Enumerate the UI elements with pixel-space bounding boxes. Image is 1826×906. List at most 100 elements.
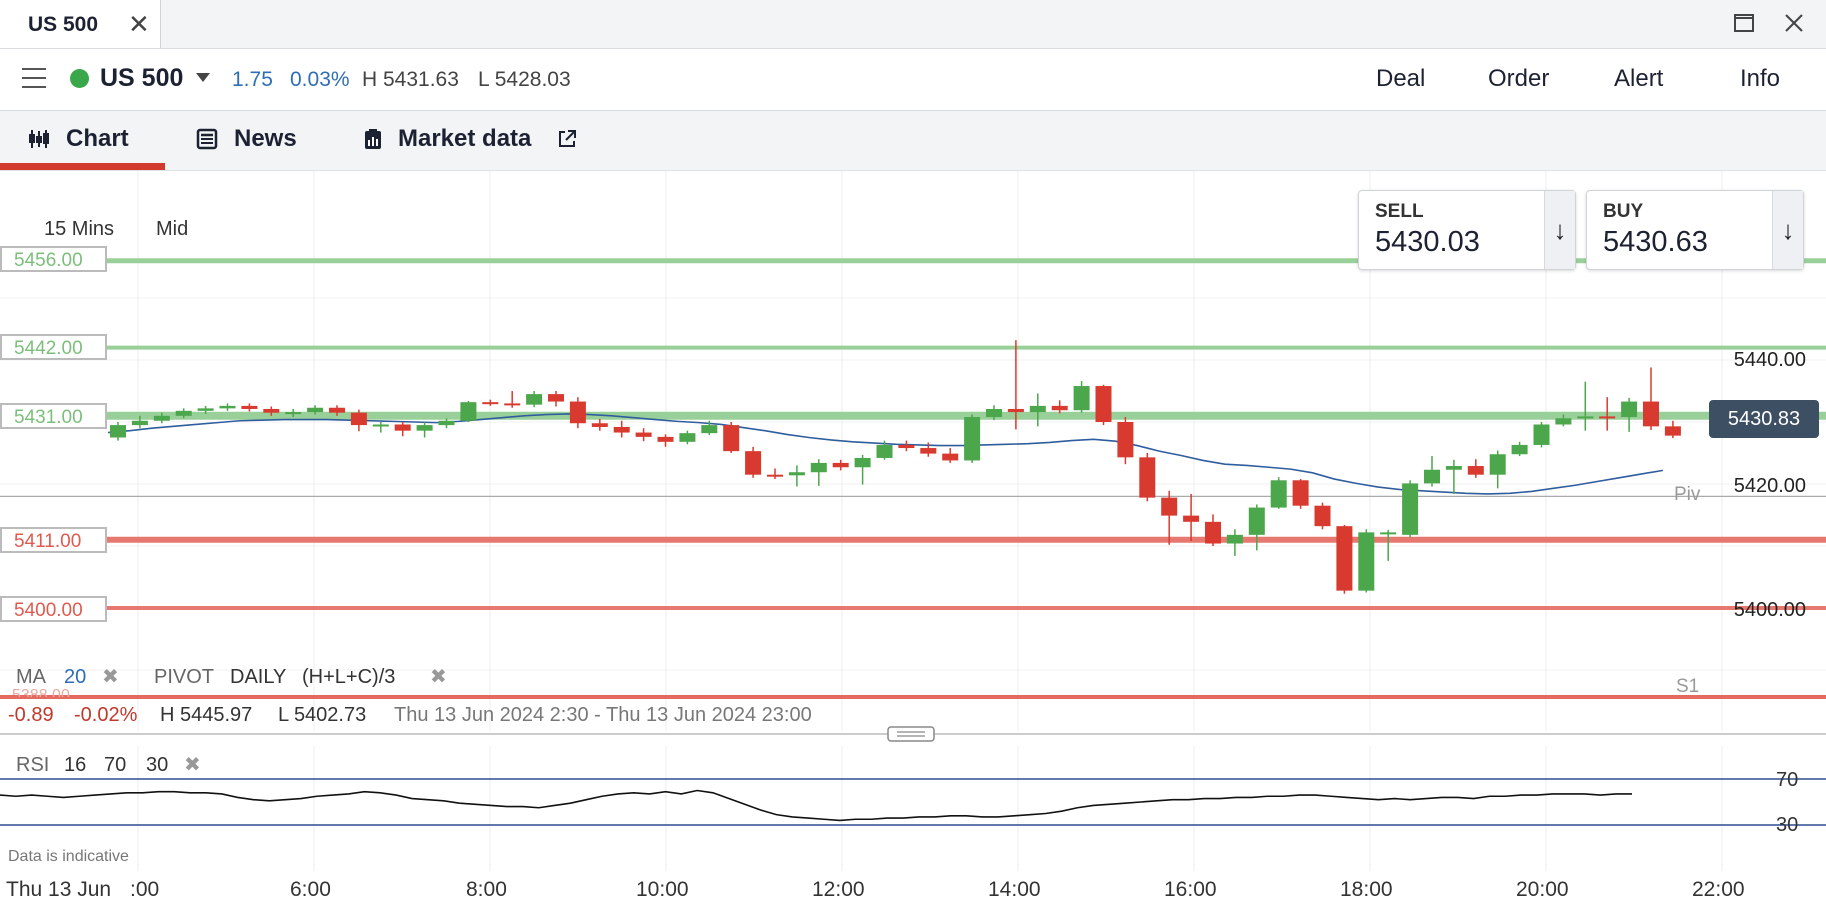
tab-market-data[interactable]: Market data bbox=[398, 125, 532, 152]
deal-menu[interactable]: Deal bbox=[1376, 65, 1426, 92]
price-type-selector[interactable]: Mid bbox=[150, 216, 195, 243]
candle-body bbox=[854, 457, 871, 468]
level-label-5400[interactable]: 5400.00 bbox=[0, 596, 107, 622]
info-menu[interactable]: Info bbox=[1740, 65, 1781, 92]
candle-body bbox=[131, 420, 148, 426]
candle-body bbox=[1161, 497, 1178, 516]
candle-body bbox=[1424, 469, 1440, 484]
title-bar: US 500 ✕ bbox=[0, 0, 1826, 49]
candle-body bbox=[1248, 507, 1265, 535]
candlestick-icon bbox=[29, 130, 49, 148]
change-percent: 0.03% bbox=[290, 68, 350, 91]
candle-body bbox=[460, 402, 477, 421]
candle-body bbox=[1117, 422, 1134, 458]
window-tab[interactable]: US 500 ✕ bbox=[0, 0, 161, 48]
x-tick: 6:00 bbox=[290, 878, 331, 901]
pivot-remove-icon[interactable]: ✖ bbox=[430, 666, 447, 688]
candle-body bbox=[876, 444, 893, 458]
instrument-dropdown-icon[interactable] bbox=[196, 73, 210, 82]
ma-remove-icon[interactable]: ✖ bbox=[102, 666, 119, 688]
candle-body bbox=[1489, 454, 1506, 475]
candle-body bbox=[679, 433, 696, 442]
candle-body bbox=[1467, 466, 1484, 475]
alert-menu[interactable]: Alert bbox=[1614, 65, 1664, 92]
candle-body bbox=[942, 453, 959, 461]
sell-price: 5430.03 bbox=[1375, 226, 1480, 258]
pivot-formula: (H+L+C)/3 bbox=[302, 666, 396, 688]
order-menu[interactable]: Order bbox=[1488, 65, 1550, 92]
candle-body bbox=[701, 425, 718, 434]
pivot-legend: PIVOT bbox=[154, 666, 215, 688]
candle-body bbox=[1599, 416, 1616, 419]
level-label-5431[interactable]: 5431.00 bbox=[0, 403, 107, 429]
buy-arrow-icon[interactable]: ↓ bbox=[1772, 191, 1803, 269]
rsi-axis-30: 30 bbox=[1776, 814, 1799, 836]
tab-chart[interactable]: Chart bbox=[66, 125, 129, 152]
ma-legend: MA bbox=[16, 666, 46, 688]
summary-change: -0.89 bbox=[8, 704, 54, 726]
summary-high: H 5445.97 bbox=[160, 704, 253, 726]
candle-body bbox=[1073, 386, 1090, 411]
price-chart[interactable] bbox=[0, 171, 1826, 906]
candle-body bbox=[1402, 483, 1419, 535]
level-label-5442[interactable]: 5442.00 bbox=[0, 334, 107, 360]
candle-body bbox=[1380, 532, 1397, 535]
x-tick: 20:00 bbox=[1516, 878, 1569, 901]
candle-body bbox=[1577, 416, 1594, 419]
candle-body bbox=[416, 425, 433, 431]
pivot-label: Piv bbox=[1674, 484, 1701, 505]
candle-body bbox=[1183, 515, 1200, 522]
instrument-name[interactable]: US 500 bbox=[100, 64, 184, 92]
pivot-period: DAILY bbox=[230, 666, 287, 688]
candle-body bbox=[810, 462, 827, 473]
candle-body bbox=[986, 408, 1002, 418]
summary-change-pct: -0.02% bbox=[74, 704, 138, 726]
buy-price: 5430.63 bbox=[1603, 226, 1708, 258]
tab-news[interactable]: News bbox=[234, 125, 297, 152]
hamburger-menu-icon[interactable] bbox=[22, 68, 46, 88]
candle-body bbox=[591, 423, 608, 427]
x-tick: 10:00 bbox=[636, 878, 689, 901]
candle-body bbox=[1007, 408, 1024, 413]
candle-body bbox=[307, 407, 324, 413]
timeframe-selector[interactable]: 15 Mins bbox=[38, 216, 121, 243]
level-label-5411[interactable]: 5411.00 bbox=[0, 527, 107, 553]
maximize-icon[interactable] bbox=[1732, 11, 1756, 35]
candle-body bbox=[613, 426, 630, 433]
x-tick: 16:00 bbox=[1164, 878, 1217, 901]
candle-body bbox=[197, 408, 214, 411]
level-label-5456[interactable]: 5456.00 bbox=[0, 246, 107, 272]
rsi-period: 16 bbox=[64, 754, 87, 776]
close-window-icon[interactable] bbox=[1782, 11, 1806, 35]
x-axis-date: Thu 13 Jun bbox=[6, 878, 112, 901]
candle-body bbox=[526, 394, 543, 405]
candle-body bbox=[1205, 521, 1221, 544]
external-link-icon[interactable] bbox=[556, 128, 578, 150]
buy-box[interactable]: BUY 5430.63 ↓ bbox=[1586, 190, 1804, 270]
rsi-legend: RSI bbox=[16, 754, 50, 776]
candle-body bbox=[1358, 532, 1375, 591]
rsi-line bbox=[0, 789, 1632, 822]
candle-body bbox=[153, 415, 170, 421]
candle-body bbox=[1029, 405, 1046, 413]
candle-body bbox=[898, 444, 915, 449]
candle-body bbox=[394, 424, 411, 431]
buy-label: BUY bbox=[1603, 201, 1644, 222]
s1-label: S1 bbox=[1676, 676, 1700, 697]
candle-body bbox=[110, 425, 126, 438]
sell-arrow-icon[interactable]: ↓ bbox=[1544, 191, 1575, 269]
view-tabs: Chart News Market data bbox=[0, 111, 1826, 171]
candle-body bbox=[635, 432, 652, 437]
tab-close-icon[interactable]: ✕ bbox=[128, 9, 150, 39]
sell-box[interactable]: SELL 5430.03 ↓ bbox=[1358, 190, 1576, 270]
candle-body bbox=[1621, 401, 1638, 418]
candle-body bbox=[1314, 505, 1331, 527]
x-tick: 18:00 bbox=[1340, 878, 1393, 901]
candle-body bbox=[219, 405, 236, 409]
rsi-axis-70: 70 bbox=[1776, 769, 1799, 791]
candle-body bbox=[1533, 424, 1550, 445]
candle-body bbox=[241, 405, 258, 409]
market-status-dot bbox=[70, 69, 89, 88]
rsi-remove-icon[interactable]: ✖ bbox=[184, 754, 201, 776]
active-tab-indicator bbox=[0, 163, 165, 170]
